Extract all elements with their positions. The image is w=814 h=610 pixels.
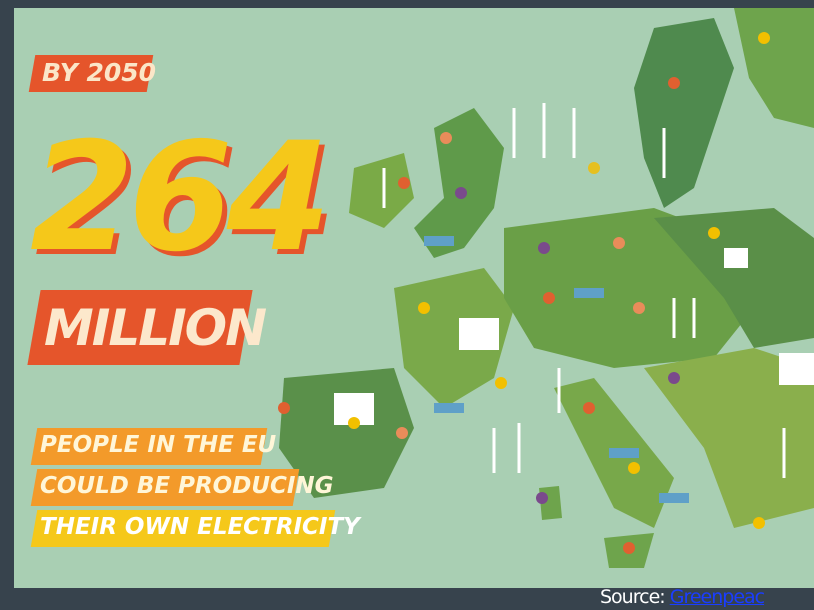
headline-unit: MILLION bbox=[44, 299, 267, 357]
headline-number: 264 bbox=[30, 111, 331, 285]
source-label: Source: bbox=[600, 586, 666, 608]
person bbox=[543, 292, 555, 304]
person bbox=[668, 77, 680, 89]
caption-line: THEIR OWN ELECTRICITY bbox=[40, 514, 360, 540]
finland bbox=[734, 8, 814, 128]
balkans bbox=[644, 348, 814, 528]
panel bbox=[609, 448, 639, 458]
house bbox=[779, 353, 814, 385]
britain bbox=[414, 108, 504, 258]
iberia bbox=[279, 368, 414, 498]
people bbox=[278, 32, 770, 554]
houses bbox=[334, 248, 814, 425]
person bbox=[668, 372, 680, 384]
ireland bbox=[349, 153, 414, 228]
person bbox=[623, 542, 635, 554]
person bbox=[753, 517, 765, 529]
person bbox=[536, 492, 548, 504]
person bbox=[396, 427, 408, 439]
person bbox=[628, 462, 640, 474]
person bbox=[440, 132, 452, 144]
person bbox=[538, 242, 550, 254]
panel bbox=[434, 403, 464, 413]
person bbox=[633, 302, 645, 314]
person bbox=[758, 32, 770, 44]
poland bbox=[654, 208, 814, 348]
source-link[interactable]: Greenpeac bbox=[669, 586, 765, 608]
land bbox=[279, 8, 814, 568]
person bbox=[455, 187, 467, 199]
person bbox=[278, 402, 290, 414]
infographic: BY 2050 264 MILLION PEOPLE IN THE EU COU… bbox=[14, 8, 814, 588]
person bbox=[583, 402, 595, 414]
panel bbox=[574, 288, 604, 298]
map bbox=[278, 8, 814, 568]
house bbox=[459, 318, 499, 350]
house bbox=[724, 248, 748, 268]
scandinavia bbox=[634, 18, 734, 208]
year-label: BY 2050 bbox=[42, 58, 157, 87]
wind-turbines bbox=[382, 103, 786, 478]
caption-line: COULD BE PRODUCING bbox=[40, 473, 334, 499]
person bbox=[398, 177, 410, 189]
source: Source: Greenpeac bbox=[600, 586, 814, 610]
person bbox=[418, 302, 430, 314]
panel bbox=[659, 493, 689, 503]
person bbox=[348, 417, 360, 429]
person bbox=[613, 237, 625, 249]
person bbox=[495, 377, 507, 389]
person bbox=[588, 162, 600, 174]
panel bbox=[424, 236, 454, 246]
caption-line: PEOPLE IN THE EU bbox=[40, 432, 277, 458]
solar-panels bbox=[424, 236, 689, 503]
person bbox=[708, 227, 720, 239]
